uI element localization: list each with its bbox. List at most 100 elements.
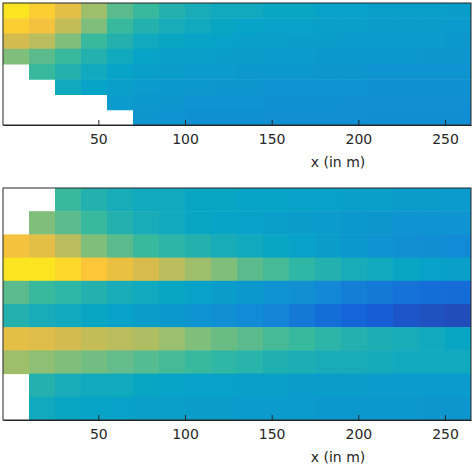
cell bbox=[367, 281, 394, 305]
cell bbox=[211, 64, 238, 80]
cell bbox=[445, 18, 471, 34]
cell bbox=[107, 374, 134, 398]
cell bbox=[419, 281, 446, 305]
tick-mark bbox=[185, 120, 186, 125]
cell bbox=[341, 34, 368, 50]
cell bbox=[341, 374, 368, 398]
figure: 50100150200250 x (in m)50100150200250 x (i… bbox=[0, 0, 474, 474]
cell bbox=[55, 3, 82, 19]
cell bbox=[445, 350, 471, 374]
cell bbox=[159, 374, 186, 398]
cell bbox=[419, 234, 446, 258]
cell bbox=[133, 49, 160, 65]
cell bbox=[211, 34, 238, 50]
cell bbox=[367, 350, 394, 374]
cell bbox=[289, 188, 316, 212]
cell bbox=[315, 95, 342, 111]
cell bbox=[393, 281, 420, 305]
cell bbox=[367, 64, 394, 80]
cell bbox=[237, 327, 264, 351]
cell bbox=[445, 49, 471, 65]
cell bbox=[133, 281, 160, 305]
cell bbox=[133, 350, 160, 374]
cell bbox=[237, 397, 264, 420]
cell bbox=[107, 18, 134, 34]
cell bbox=[289, 234, 316, 258]
cell bbox=[29, 49, 56, 65]
cell bbox=[341, 18, 368, 34]
cell bbox=[185, 350, 212, 374]
cell bbox=[315, 79, 342, 95]
x-axis: 50100150200250 bbox=[4, 120, 472, 147]
cell bbox=[289, 350, 316, 374]
cell bbox=[211, 3, 238, 19]
cell bbox=[393, 350, 420, 374]
cell bbox=[3, 281, 30, 305]
cell bbox=[133, 397, 160, 420]
cell bbox=[237, 79, 264, 95]
cell bbox=[3, 350, 30, 374]
cell bbox=[419, 79, 446, 95]
cell bbox=[55, 350, 82, 374]
cell bbox=[341, 211, 368, 235]
cell bbox=[393, 3, 420, 19]
cell bbox=[159, 18, 186, 34]
cell bbox=[237, 234, 264, 258]
cell bbox=[29, 374, 56, 398]
cell bbox=[341, 110, 368, 125]
cell bbox=[237, 304, 264, 328]
cell bbox=[55, 327, 82, 351]
cell bbox=[445, 304, 471, 328]
cell bbox=[315, 110, 342, 125]
cell bbox=[393, 18, 420, 34]
cell bbox=[159, 95, 186, 111]
cell bbox=[185, 397, 212, 420]
x-axis: 50100150200250 bbox=[4, 415, 472, 442]
panel: 50100150200250 x (in m) bbox=[3, 188, 472, 465]
tick-mark bbox=[98, 120, 99, 125]
cell bbox=[159, 258, 186, 282]
cell bbox=[107, 95, 134, 111]
cell bbox=[289, 281, 316, 305]
cell bbox=[107, 49, 134, 65]
cell bbox=[445, 327, 471, 351]
cell bbox=[315, 327, 342, 351]
cell bbox=[211, 327, 238, 351]
cell bbox=[315, 304, 342, 328]
tick-label: 250 bbox=[432, 131, 459, 147]
cell bbox=[341, 304, 368, 328]
cell bbox=[107, 258, 134, 282]
tick: 200 bbox=[345, 120, 372, 147]
cell bbox=[107, 350, 134, 374]
cell bbox=[133, 79, 160, 95]
cell bbox=[211, 374, 238, 398]
tick-mark bbox=[272, 120, 273, 125]
cell bbox=[159, 350, 186, 374]
cell bbox=[107, 34, 134, 50]
axis-title: x (in m) bbox=[311, 449, 366, 465]
cell bbox=[159, 304, 186, 328]
cell bbox=[185, 64, 212, 80]
tick: 200 bbox=[345, 415, 372, 442]
cell bbox=[237, 18, 264, 34]
cell bbox=[55, 234, 82, 258]
cell bbox=[341, 281, 368, 305]
cell bbox=[55, 397, 82, 420]
cell bbox=[341, 397, 368, 420]
tick-mark bbox=[98, 415, 99, 420]
cell bbox=[55, 188, 82, 212]
cell bbox=[315, 211, 342, 235]
cell bbox=[315, 350, 342, 374]
cell bbox=[445, 188, 471, 212]
heatmap-cells bbox=[3, 188, 471, 420]
heatmap-cells bbox=[3, 3, 471, 125]
cell bbox=[211, 49, 238, 65]
cell bbox=[185, 258, 212, 282]
cell bbox=[367, 49, 394, 65]
cell bbox=[133, 3, 160, 19]
cell bbox=[263, 95, 290, 111]
cell bbox=[55, 49, 82, 65]
tick-mark bbox=[185, 415, 186, 420]
cell bbox=[367, 258, 394, 282]
cell bbox=[289, 304, 316, 328]
